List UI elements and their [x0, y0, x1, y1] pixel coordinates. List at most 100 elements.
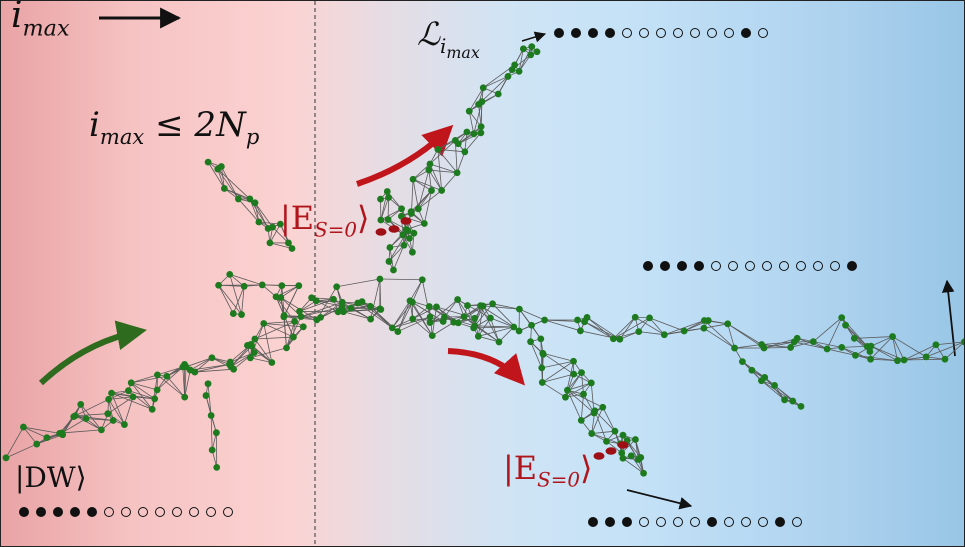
graph-node — [564, 386, 571, 394]
ground-state-node — [617, 441, 629, 449]
graph-node — [640, 469, 647, 477]
graph-edge — [827, 348, 856, 356]
graph-edge — [478, 104, 482, 127]
graph-edge — [392, 316, 431, 329]
empty-site — [690, 28, 700, 38]
es0-bottom-close: ⟩ — [579, 449, 593, 487]
graph-node — [330, 295, 337, 303]
graph-node — [226, 270, 234, 278]
graph-node — [922, 353, 930, 361]
graph-edge — [190, 364, 230, 371]
graph-node — [208, 446, 216, 454]
graph-node — [400, 241, 408, 249]
graph-edge — [258, 221, 281, 225]
graph-edge — [870, 358, 898, 362]
graph-edge — [250, 357, 272, 363]
graph-node — [470, 130, 478, 138]
graph-edge — [703, 323, 728, 329]
graph-edge — [594, 410, 616, 432]
graph-node — [797, 403, 805, 410]
graph-edge — [75, 415, 102, 431]
graph-node — [227, 363, 235, 371]
graph-edge — [483, 76, 509, 89]
es0-bottom-sub: S=0 — [537, 468, 580, 492]
graph-node — [414, 205, 422, 213]
graph-node — [616, 335, 624, 343]
graph-edge — [108, 396, 134, 400]
graph-node — [406, 234, 413, 242]
graph-node — [591, 407, 599, 415]
graph-edge — [286, 316, 302, 349]
graph-edge — [649, 317, 685, 332]
empty-site — [121, 507, 131, 517]
graph-edge — [238, 198, 260, 223]
graph-node — [246, 354, 254, 362]
graph-node — [425, 166, 433, 174]
graph-edge — [926, 341, 964, 358]
graph-edge — [220, 166, 225, 189]
graph-node — [787, 344, 795, 351]
graph-node — [234, 195, 242, 203]
graph-node — [244, 341, 251, 349]
graph-node — [420, 220, 428, 227]
graph-edge — [409, 279, 423, 302]
graph-node — [71, 412, 79, 420]
graph-node — [313, 316, 321, 324]
empty-site — [223, 507, 233, 517]
graph-edge — [230, 352, 255, 363]
graph-node — [280, 313, 288, 321]
graph-node — [285, 239, 292, 247]
graph-node — [399, 231, 407, 239]
graph-node — [771, 381, 778, 389]
curved-arrow-red-icon — [356, 124, 454, 187]
graph-edge — [166, 375, 186, 398]
graph-node — [570, 357, 577, 365]
graph-edge — [418, 190, 442, 210]
occupied-site — [622, 517, 632, 527]
graph-node — [789, 397, 797, 405]
graph-node — [277, 294, 285, 301]
graph-node — [383, 188, 391, 195]
graph-node — [385, 194, 393, 201]
graph-edge — [492, 303, 520, 310]
graph-edge — [111, 392, 153, 410]
graph-node — [255, 218, 263, 226]
graph-edge — [935, 341, 964, 346]
graph-node — [474, 332, 482, 340]
graph-node — [20, 423, 27, 431]
graph-node — [700, 324, 708, 332]
empty-site — [206, 507, 216, 517]
graph-edge — [218, 285, 234, 314]
graph-node — [588, 430, 596, 437]
graph-node — [426, 319, 434, 327]
graph-node — [471, 322, 479, 330]
graph-node — [900, 356, 908, 364]
graph-node — [354, 299, 362, 307]
graph-node — [181, 393, 189, 401]
occupied-site — [70, 507, 80, 517]
graph-node — [347, 304, 355, 312]
graph-edge — [727, 323, 765, 349]
graph-edge — [418, 190, 432, 210]
graph-node — [108, 389, 115, 397]
graph-node — [611, 427, 619, 435]
constraint-i: i — [89, 105, 100, 145]
graph-edge — [602, 407, 616, 432]
graph-node — [580, 390, 587, 398]
graph-edge — [429, 316, 465, 324]
graph-node — [515, 67, 523, 75]
empty-site — [639, 28, 649, 38]
constraint-sub: max — [99, 124, 145, 149]
graph-edge — [480, 305, 514, 328]
graph-edge — [541, 360, 574, 369]
graph-node — [220, 185, 228, 192]
graph-node — [104, 410, 112, 418]
graph-node — [153, 386, 161, 394]
graph-node — [385, 258, 393, 265]
graph-edge — [478, 335, 500, 343]
graph-edge — [826, 317, 843, 350]
graph-node — [852, 351, 859, 359]
graph-edge — [870, 345, 898, 362]
graph-edge — [412, 163, 431, 180]
graph-node — [202, 392, 210, 399]
